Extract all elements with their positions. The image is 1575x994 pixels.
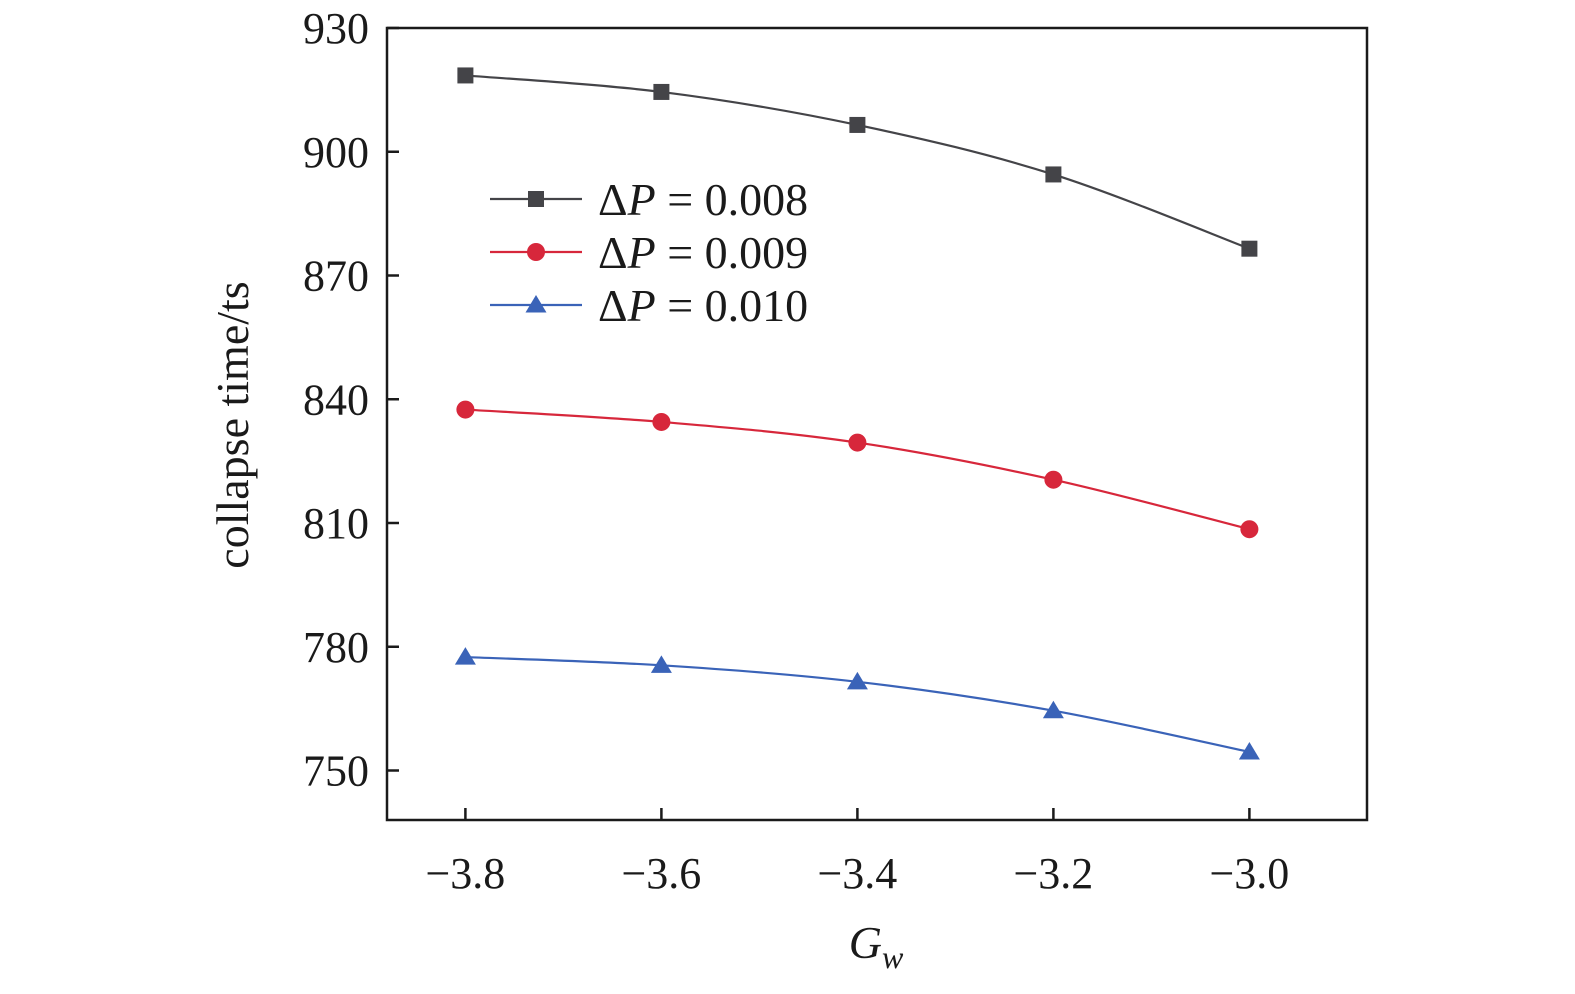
series-line: [465, 655, 1250, 754]
x-axis: −3.8 −3.6 −3.4 −3.2 −3.0: [425, 808, 1289, 898]
legend-label-variable: P: [627, 227, 656, 278]
series-line: [465, 408, 1250, 531]
data-point-circle: [652, 412, 671, 431]
x-axis-title: Gw: [849, 917, 904, 975]
data-point-triangle: [1042, 700, 1064, 719]
data-point-triangle: [1238, 741, 1260, 760]
y-axis: 750 780 810 840 870 900 930: [303, 4, 399, 796]
data-point-circle: [1240, 520, 1259, 539]
data-point-circle: [848, 433, 867, 452]
y-tick-label: 930: [303, 4, 369, 53]
series-layer: [454, 67, 1260, 760]
data-point-square: [1045, 166, 1062, 183]
series-3: [454, 647, 1260, 760]
legend-label-value: = 0.008: [656, 174, 808, 225]
data-point-triangle: [525, 295, 547, 313]
data-point-square: [457, 67, 474, 84]
y-tick-label: 750: [303, 747, 369, 796]
y-tick-label: 810: [303, 499, 369, 548]
y-axis-title: collapse time/ts: [207, 281, 258, 568]
series-1: [457, 67, 1258, 257]
data-point-square: [849, 116, 866, 133]
y-tick-label: 840: [303, 375, 369, 424]
data-point-circle: [1044, 470, 1063, 489]
data-point-triangle: [846, 671, 868, 690]
x-tick-label: −3.2: [1013, 849, 1093, 898]
legend-label-value: = 0.009: [656, 227, 808, 278]
legend-label: ΔP = 0.010: [598, 280, 808, 331]
legend-label: ΔP = 0.009: [598, 227, 808, 278]
x-tick-label: −3.8: [425, 849, 505, 898]
data-point-square: [528, 191, 544, 207]
plot-frame: [385, 26, 1369, 822]
legend-label-prefix: Δ: [598, 280, 628, 331]
data-point-circle: [456, 400, 475, 419]
data-point-circle: [527, 243, 545, 261]
y-tick-label: 780: [303, 623, 369, 672]
data-point-triangle: [650, 655, 672, 673]
data-point-square: [1241, 240, 1258, 257]
y-tick-label: 900: [303, 128, 369, 177]
legend-item: ΔP = 0.010: [490, 280, 808, 331]
x-axis-title-main: G: [849, 917, 882, 968]
legend-item: ΔP = 0.008: [490, 174, 808, 225]
series-2: [456, 400, 1259, 539]
legend-label-variable: P: [627, 280, 656, 331]
x-tick-label: −3.4: [817, 849, 897, 898]
legend-label: ΔP = 0.008: [598, 174, 808, 225]
legend-label-prefix: Δ: [598, 227, 628, 278]
x-tick-label: −3.6: [621, 849, 701, 898]
data-point-square: [653, 83, 670, 100]
x-axis-title-subscript: w: [882, 939, 904, 975]
legend-item: ΔP = 0.009: [490, 227, 808, 278]
x-tick-label: −3.0: [1209, 849, 1289, 898]
series-line: [465, 74, 1250, 250]
legend-label-variable: P: [627, 174, 656, 225]
legend-label-value: = 0.010: [656, 280, 808, 331]
data-point-triangle: [454, 647, 476, 665]
y-tick-label: 870: [303, 252, 369, 301]
legend-label-prefix: Δ: [598, 174, 628, 225]
